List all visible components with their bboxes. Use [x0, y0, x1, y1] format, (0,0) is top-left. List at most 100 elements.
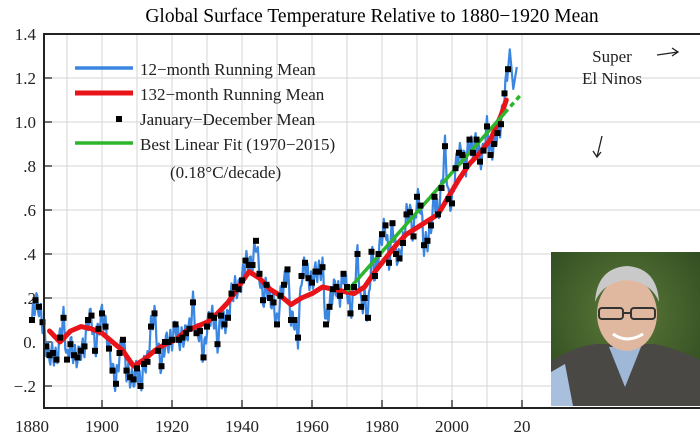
x-tick-label: 1900 [85, 417, 119, 436]
x-tick-label: 2000 [435, 417, 469, 436]
annual-mean-point [36, 303, 42, 310]
annual-mean-point [288, 317, 294, 323]
annual-mean-point [235, 286, 242, 293]
annual-mean-point [463, 163, 469, 169]
annual-mean-point [39, 319, 46, 326]
annual-mean-point [498, 121, 504, 128]
annual-mean-point [249, 262, 256, 268]
annual-mean-point [144, 358, 151, 365]
annual-mean-point [284, 266, 291, 273]
annual-mean-point [190, 299, 196, 306]
annual-mean-point [197, 328, 203, 334]
annual-mean-point [256, 270, 263, 277]
annual-mean-point [53, 356, 60, 363]
annual-mean-point [204, 323, 210, 330]
annual-mean-point [351, 284, 357, 290]
annual-mean-point [200, 354, 207, 361]
annual-mean-point [193, 330, 200, 337]
x-tick-label: 1940 [225, 417, 259, 436]
annual-mean-point [74, 354, 81, 361]
annual-mean-point [102, 323, 109, 330]
annual-mean-point [333, 284, 340, 290]
annual-mean-point [172, 321, 179, 328]
annual-mean-point [291, 317, 298, 323]
annual-mean-point [344, 284, 350, 290]
annual-mean-point [424, 237, 431, 244]
annual-mean-point [347, 310, 354, 317]
annual-mean-point [319, 264, 326, 271]
annual-mean-point [382, 222, 389, 229]
annual-mean-point [484, 123, 490, 130]
annual-mean-point [50, 350, 56, 356]
annual-mean-point [270, 299, 277, 306]
annual-mean-point [375, 251, 382, 257]
annual-mean-point [179, 334, 186, 341]
y-tick-label: 1.0 [15, 113, 36, 132]
arrow-icon [592, 135, 603, 159]
annual-mean-point [120, 336, 126, 343]
annual-mean-point [99, 310, 105, 317]
y-tick-label: 1.4 [15, 25, 37, 44]
annotation: Super El Ninos [582, 47, 680, 159]
annual-mean-point [449, 200, 455, 207]
annual-mean-point [148, 323, 154, 330]
annual-mean-point [361, 295, 368, 301]
x-tick-label: 1960 [295, 417, 329, 436]
annual-mean-point [221, 321, 228, 328]
annual-mean-point [396, 255, 403, 262]
legend-note: (0.18°C/decade) [170, 163, 281, 182]
annual-mean-point [92, 347, 98, 354]
annual-mean-point [134, 365, 140, 372]
annual-mean-point [267, 295, 273, 301]
y-axis: −.20..2.4.6.81.01.21.4 [14, 25, 52, 396]
annual-mean-point [337, 292, 343, 299]
annual-mean-point [302, 259, 308, 266]
annual-mean-point [130, 376, 137, 383]
annual-mean-point [207, 312, 214, 319]
annual-mean-point [81, 343, 88, 350]
annual-mean-point [274, 321, 280, 328]
annual-mean-point [43, 343, 49, 350]
annual-mean-point [169, 336, 175, 343]
annual-mean-point [501, 90, 508, 97]
annual-mean-point [428, 222, 434, 229]
annual-mean-point [60, 314, 67, 321]
annual-mean-point [71, 352, 77, 359]
arrow-icon [656, 47, 680, 57]
annual-mean-point [64, 356, 70, 363]
annual-mean-point [505, 66, 511, 73]
x-tick-label: 1980 [365, 417, 399, 436]
annual-mean-point [277, 292, 284, 299]
x-tick-label: 1920 [155, 417, 189, 436]
series-linear-fit [345, 92, 524, 293]
annotation-text: El Ninos [582, 69, 642, 88]
y-tick-label: −.2 [14, 377, 36, 396]
annual-mean-point [218, 312, 224, 319]
portrait-photo [551, 252, 700, 406]
annual-mean-point [305, 275, 312, 282]
annual-mean-point [400, 240, 406, 246]
annual-mean-point [452, 165, 459, 172]
annual-mean-point [228, 290, 235, 297]
line-linear-fit-extension [503, 92, 524, 115]
annual-mean-point [480, 147, 487, 154]
x-tick-label: 20 [514, 417, 531, 436]
annual-mean-point [435, 211, 441, 218]
annual-mean-point [393, 251, 399, 257]
annotation-text: Super [592, 47, 632, 66]
annual-mean-point [46, 352, 53, 359]
annual-mean-point [407, 209, 413, 216]
annual-mean-point [368, 248, 375, 255]
annual-mean-point [358, 303, 364, 310]
annual-mean-point [29, 317, 35, 323]
annual-mean-point [281, 281, 287, 288]
annual-mean-point [326, 303, 333, 310]
annual-mean-point [298, 273, 305, 279]
annual-mean-point [312, 268, 319, 275]
annual-mean-point [113, 380, 119, 387]
legend-label: 132−month Running Mean [140, 85, 325, 104]
annual-mean-point [78, 347, 84, 354]
annual-mean-point [456, 149, 462, 156]
annual-mean-point [225, 314, 231, 321]
x-tick-label: 1880 [15, 417, 49, 436]
